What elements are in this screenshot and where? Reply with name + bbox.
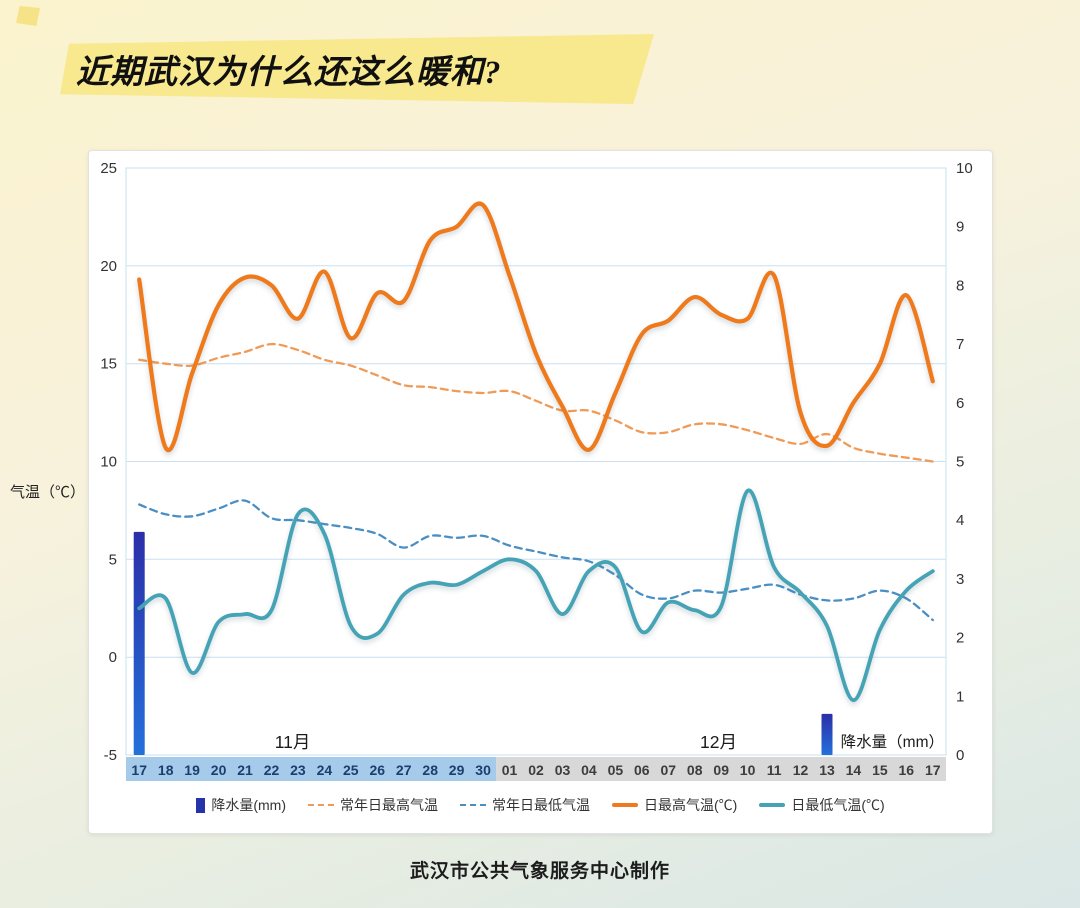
- daily-max-line: [137, 201, 935, 453]
- legend-swatch-dashed-line: [308, 804, 334, 806]
- legend-item-normal-daily-min: 常年日最低气温: [460, 795, 590, 815]
- x-axis-date-label: 07: [661, 762, 677, 778]
- x-axis-date-label: 12: [793, 762, 809, 778]
- x-axis-date-label: 19: [184, 762, 200, 778]
- x-axis-date-label: 22: [264, 762, 280, 778]
- title-banner: 近期武汉为什么还这么暖和?: [60, 34, 654, 104]
- left-axis-tick-label: 15: [100, 356, 117, 373]
- legend-label: 常年日最高气温: [340, 797, 438, 813]
- left-axis-tick-label: 20: [100, 258, 117, 275]
- x-axis-date-label: 15: [872, 762, 888, 778]
- legend-item-daily-max: 日最高气温(℃): [612, 795, 737, 815]
- x-axis-date-label: 20: [211, 762, 227, 778]
- x-axis-band-november: [126, 757, 497, 781]
- x-axis-date-label: 27: [396, 762, 412, 778]
- right-axis-tick-label: 7: [956, 336, 964, 353]
- month-label: 12月: [700, 732, 737, 752]
- daily-min-line: [137, 488, 935, 703]
- right-axis-tick-label: 6: [956, 395, 964, 412]
- right-axis-tick-label: 5: [956, 454, 964, 471]
- x-axis-date-label: 24: [317, 762, 333, 778]
- x-axis-date-label: 25: [343, 762, 359, 778]
- legend-swatch-solid-line: [759, 803, 786, 807]
- x-axis-date-label: 13: [819, 762, 835, 778]
- corner-highlight-mark: [16, 6, 40, 26]
- left-axis-tick-label: -5: [104, 747, 117, 764]
- normal-daily-min-line: [138, 499, 934, 622]
- x-axis-date-label: 14: [846, 762, 862, 778]
- legend-item-normal-daily-max: 常年日最高气温: [308, 795, 438, 815]
- legend-label: 日最低气温(℃): [791, 797, 885, 813]
- chart-card: 17 18 19 20 21 22 23 24 25 26 27 28 29 30 11月 01 02 03 04 0…: [88, 150, 993, 834]
- legend-label: 常年日最低气温: [492, 797, 590, 813]
- left-axis-tick-label: 5: [109, 551, 117, 568]
- chart-legend: 降水量(mm) 常年日最高气温 常年日最低气温 日最高气温(℃) 日最低气温(℃): [89, 795, 992, 815]
- right-axis-tick-label: 2: [956, 630, 964, 647]
- x-axis-date-label: 17: [925, 762, 941, 778]
- left-axis-tick-label: 25: [100, 160, 117, 177]
- right-axis-tick-label: 3: [956, 571, 964, 588]
- x-axis-date-label: 26: [370, 762, 386, 778]
- x-axis-date-label: 05: [608, 762, 624, 778]
- x-axis-date-label: 09: [713, 762, 729, 778]
- x-axis-date-label: 03: [555, 762, 571, 778]
- page-title: 近期武汉为什么还这么暖和?: [76, 55, 502, 91]
- x-axis-date-label: 16: [899, 762, 915, 778]
- legend-label: 日最高气温(℃): [644, 797, 738, 813]
- plot-border: [125, 167, 947, 756]
- x-axis-date-label: 10: [740, 762, 756, 778]
- x-axis-date-label: 04: [581, 762, 597, 778]
- x-axis-date-label: 28: [422, 762, 438, 778]
- right-axis-tick-label: 4: [956, 512, 964, 529]
- temperature-axis-title: 气温（℃）: [10, 484, 86, 501]
- x-axis-date-label: 11: [767, 762, 782, 778]
- normal-daily-max-line: [138, 342, 934, 463]
- x-axis-date-label: 08: [687, 762, 703, 778]
- right-axis-tick-label: 9: [956, 219, 964, 236]
- legend-item-precipitation: 降水量(mm): [196, 795, 286, 815]
- legend-swatch-solid-line: [612, 803, 638, 807]
- month-label: 11月: [275, 732, 311, 752]
- x-axis-date-label: 02: [528, 762, 544, 778]
- precipitation-axis-annotation: 降水量（mm）: [841, 733, 944, 751]
- precipitation-bar: [821, 713, 833, 755]
- legend-item-daily-min: 日最低气温(℃): [759, 795, 885, 815]
- legend-label: 降水量(mm): [211, 797, 286, 813]
- x-axis-band-december: [496, 757, 946, 781]
- precipitation-bar: [133, 531, 145, 755]
- left-axis-tick-label: 0: [109, 649, 117, 666]
- legend-swatch-dashed-line: [460, 804, 486, 806]
- right-axis-tick-label: 8: [956, 277, 964, 294]
- x-axis-date-label: 30: [475, 762, 491, 778]
- right-axis-tick-label: 10: [956, 160, 973, 177]
- legend-swatch-bar: [196, 797, 206, 813]
- x-axis-date-label: 21: [237, 762, 253, 778]
- credit-caption: 武汉市公共气象服务中心制作: [409, 861, 670, 882]
- x-axis-date-label: 29: [449, 762, 465, 778]
- left-axis-tick-label: 10: [100, 454, 117, 471]
- x-axis-date-label: 17: [131, 762, 147, 778]
- right-axis-tick-label: 1: [956, 688, 964, 705]
- x-axis-date-label: 01: [502, 762, 518, 778]
- x-axis-date-label: 18: [158, 762, 174, 778]
- x-axis-date-label: 23: [290, 762, 306, 778]
- right-axis-tick-label: 0: [956, 747, 964, 764]
- x-axis-date-label: 06: [634, 762, 650, 778]
